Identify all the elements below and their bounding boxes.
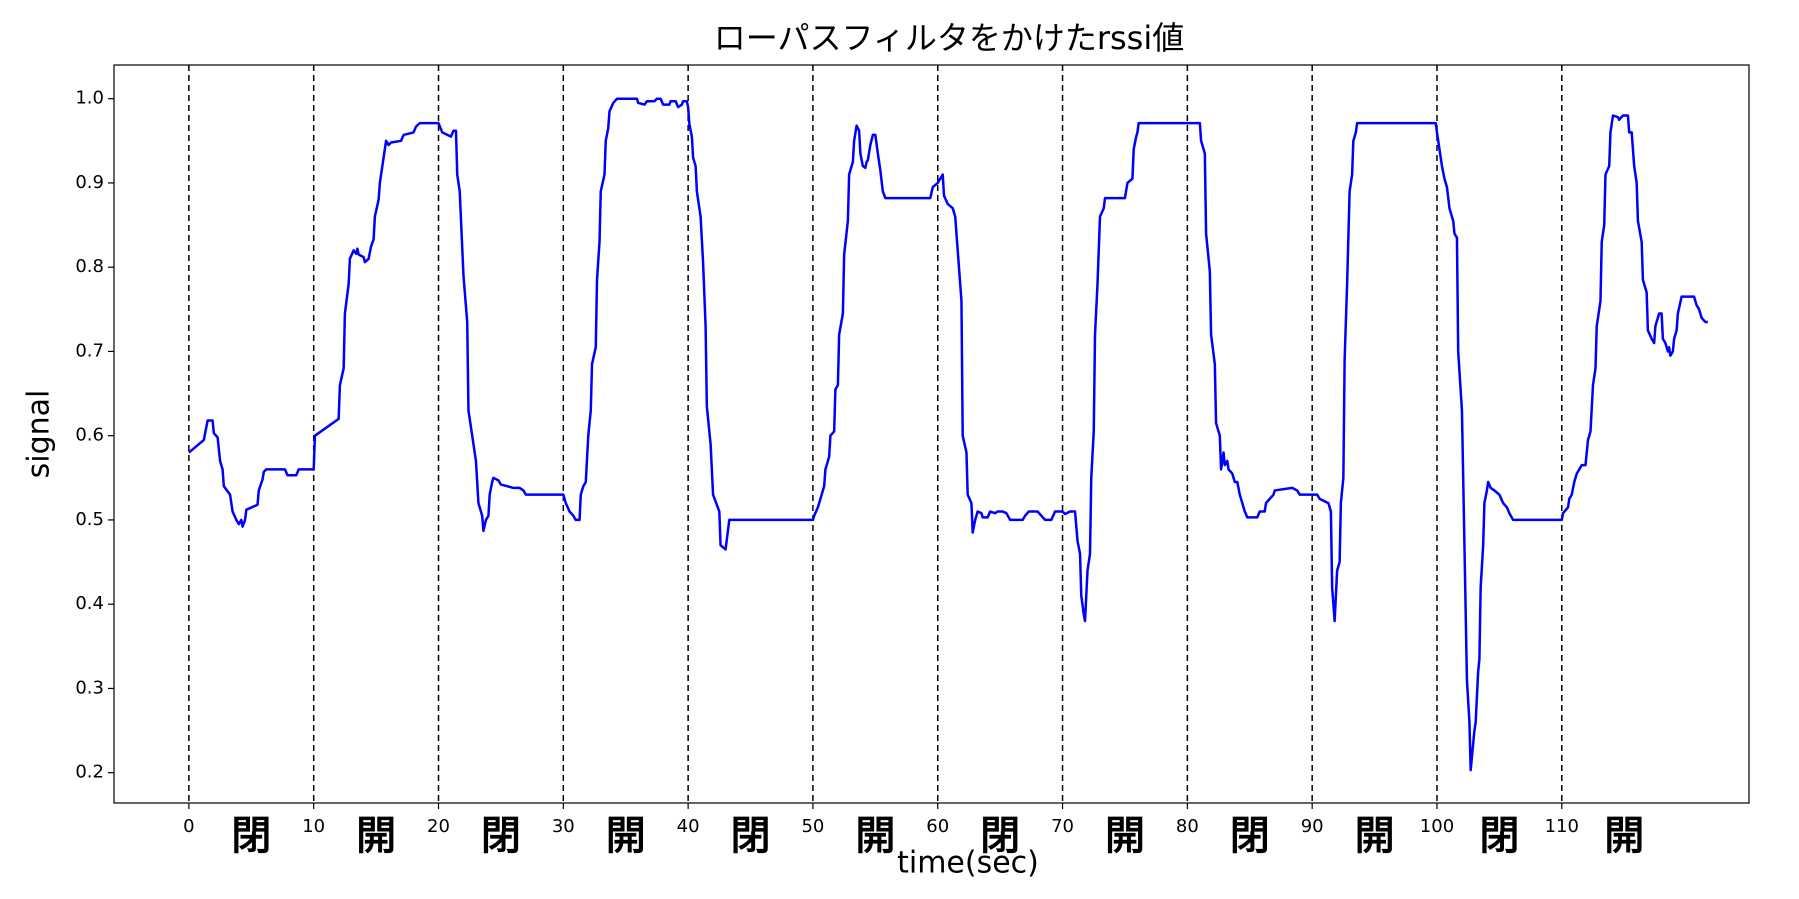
annotation: 閉 [231, 813, 271, 859]
y-tick-label: 0.8 [75, 256, 104, 277]
annotation: 開 [356, 813, 396, 859]
annotation: 開 [1105, 813, 1145, 859]
plot-frame [113, 64, 1750, 804]
x-axis-label: time(sec) [897, 846, 1039, 881]
y-tick-label: 0.3 [75, 677, 104, 698]
annotation: 開 [1355, 813, 1395, 859]
x-tick-label: 60 [926, 816, 949, 837]
y-tick-label: 0.4 [75, 593, 104, 614]
y-tick-label: 0.6 [75, 425, 104, 446]
x-tick-label: 100 [1420, 816, 1454, 837]
annotation: 閉 [731, 813, 771, 859]
annotation: 閉 [980, 813, 1020, 859]
y-axis-label: signal [22, 390, 57, 479]
annotation: 閉 [481, 813, 521, 859]
annotation: 開 [855, 813, 895, 859]
annotation: 開 [606, 813, 646, 859]
x-tick-label: 80 [1176, 816, 1199, 837]
x-tick-label: 50 [801, 816, 824, 837]
x-tick-label: 40 [677, 816, 700, 837]
x-tick-label: 110 [1545, 816, 1579, 837]
chart-title: ローパスフィルタをかけたrssi値 [714, 19, 1184, 57]
y-tick-label: 1.0 [75, 88, 104, 109]
data-line [188, 97, 1708, 772]
annotation: 開 [1604, 813, 1644, 859]
annotation: 閉 [1230, 813, 1270, 859]
y-tick-label: 0.9 [75, 172, 104, 193]
x-tick-label: 0 [183, 816, 194, 837]
annotation: 閉 [1479, 813, 1519, 859]
y-tick-label: 0.2 [75, 762, 104, 783]
y-tick-label: 0.7 [75, 340, 104, 361]
x-tick-label: 70 [1051, 816, 1074, 837]
y-tick-label: 0.5 [75, 509, 104, 530]
x-tick-label: 10 [302, 816, 325, 837]
x-tick-label: 90 [1301, 816, 1324, 837]
x-tick-label: 30 [552, 816, 575, 837]
x-tick-label: 20 [427, 816, 450, 837]
